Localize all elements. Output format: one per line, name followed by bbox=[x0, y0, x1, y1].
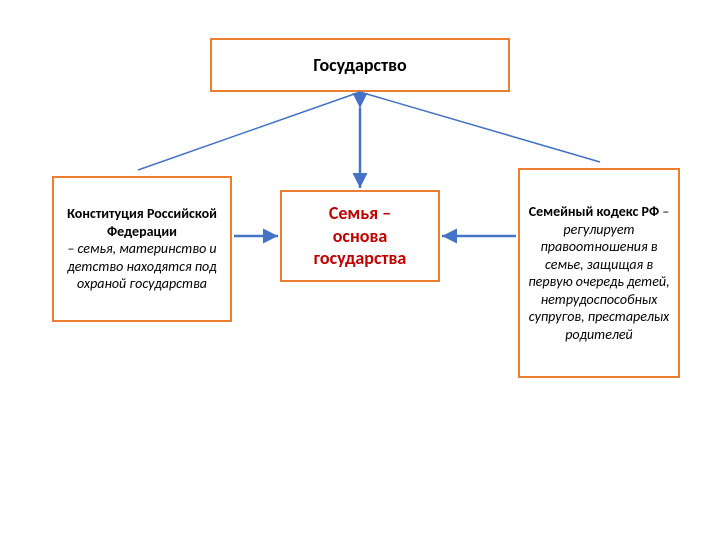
branch-line-left bbox=[138, 92, 360, 170]
node-constitution-body: – семья, материнство и детство находятся… bbox=[62, 240, 222, 293]
node-state: Государство bbox=[210, 38, 510, 92]
node-family-code: Семейный кодекс РФ – регулирует правоотн… bbox=[518, 168, 680, 378]
node-state-title: Государство bbox=[313, 54, 406, 77]
node-family-code-body: – регулирует правоотношения в семье, защ… bbox=[528, 203, 669, 343]
node-family-code-text: Семейный кодекс РФ – регулирует правоотн… bbox=[528, 203, 670, 343]
node-family-code-title: Семейный кодекс РФ bbox=[529, 203, 659, 220]
node-family-line1: Семья – bbox=[329, 202, 391, 225]
node-family-basis: Семья – основа государства bbox=[280, 190, 440, 282]
node-family-line2: основа bbox=[333, 225, 388, 248]
node-family-line3: государства bbox=[314, 247, 407, 270]
node-constitution: Конституция Российской Федерации – семья… bbox=[52, 176, 232, 322]
branch-line-right bbox=[360, 92, 600, 162]
node-constitution-title: Конституция Российской Федерации bbox=[62, 205, 222, 240]
